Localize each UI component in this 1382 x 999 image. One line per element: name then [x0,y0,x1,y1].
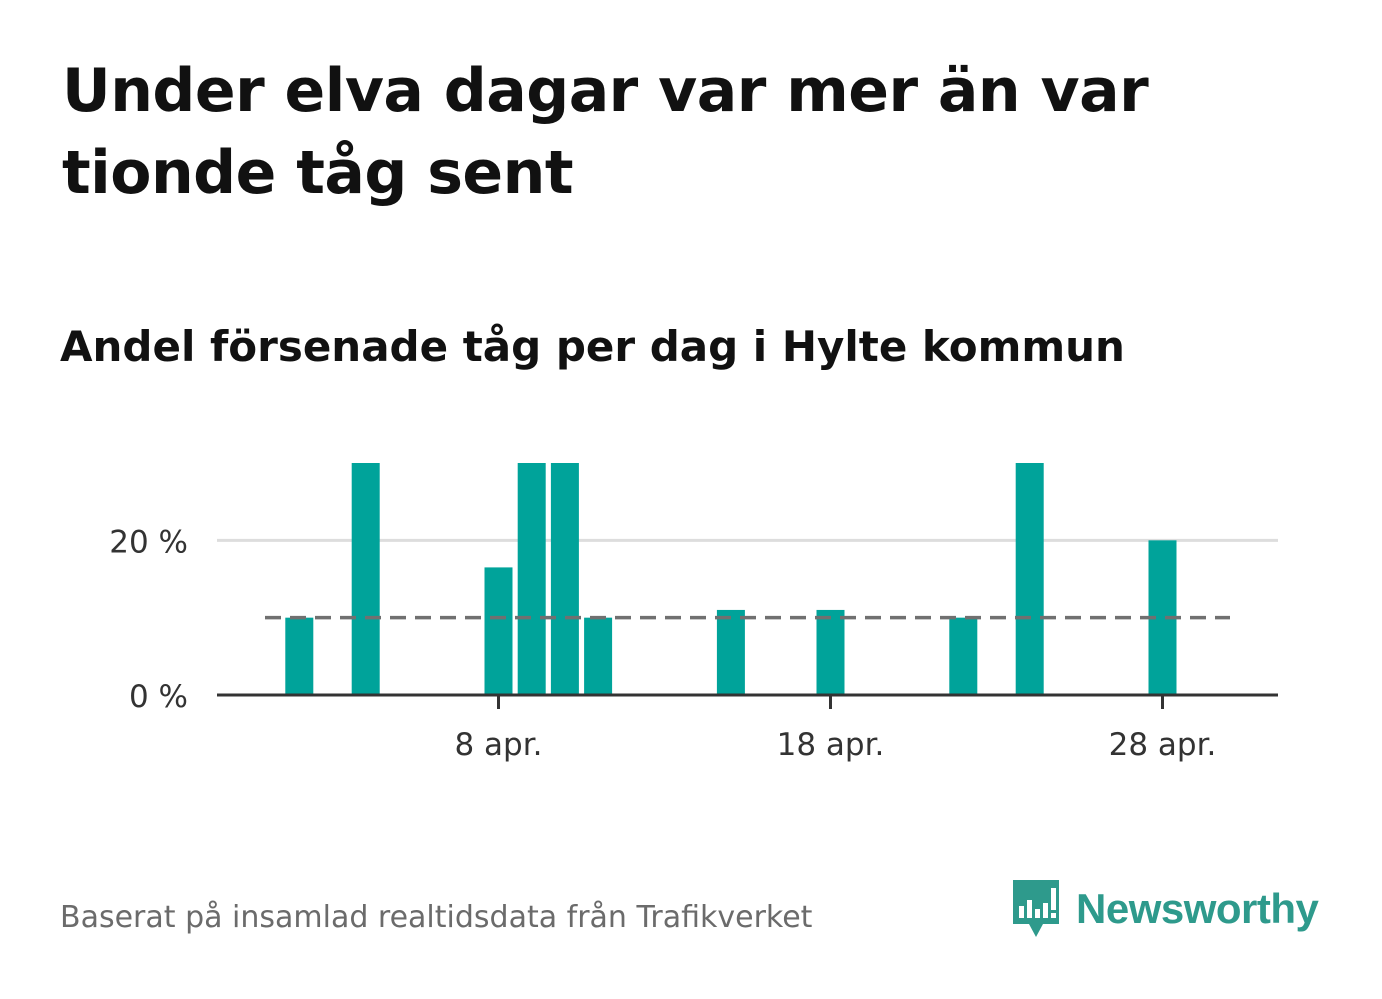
chart-subtitle: Andel försenade tåg per dag i Hylte komm… [60,322,1125,371]
bar [484,567,513,695]
x-tick-label: 28 apr. [1109,727,1217,763]
y-tick-label: 0 % [129,679,188,715]
bar [285,617,314,695]
newsworthy-logo: Newsworthy [1010,877,1319,941]
brand-name: Newsworthy [1076,885,1319,932]
bar [816,609,845,695]
x-tick-label: 8 apr. [454,727,542,763]
x-tick-label: 18 apr. [777,727,885,763]
source-note: Baserat på insamlad realtidsdata från Tr… [60,900,813,935]
bar [949,617,978,695]
bar [584,617,613,695]
axes: 0 % 20 % 8 apr. 18 apr. 28 apr. [109,524,1278,763]
bar [716,609,745,695]
y-tick-label: 20 % [109,524,188,560]
bar [517,463,546,695]
bar [1015,463,1044,695]
bar [550,463,579,695]
bars [285,463,1177,695]
bar-chart-speech-bubble-icon [1013,880,1059,937]
bar [351,463,380,695]
chart-title: Under elva dagar var mer än var tionde t… [62,56,1149,208]
